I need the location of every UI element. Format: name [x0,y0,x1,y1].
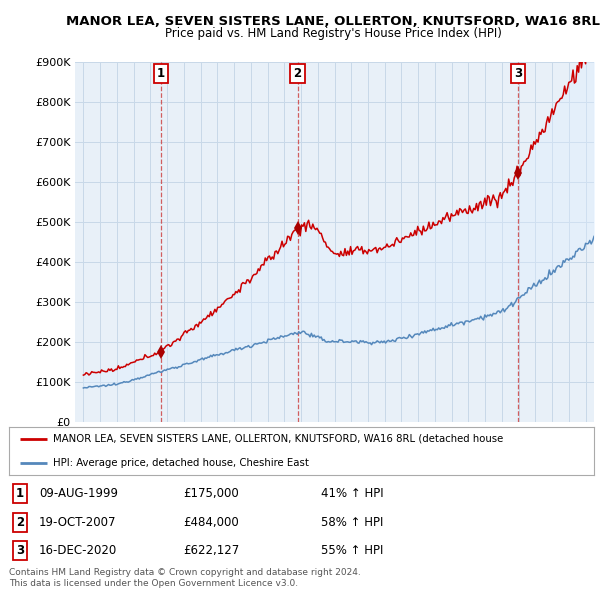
Text: MANOR LEA, SEVEN SISTERS LANE, OLLERTON, KNUTSFORD, WA16 8RL (detached house: MANOR LEA, SEVEN SISTERS LANE, OLLERTON,… [53,434,503,444]
Text: £175,000: £175,000 [183,487,239,500]
Text: 09-AUG-1999: 09-AUG-1999 [39,487,118,500]
Text: 58% ↑ HPI: 58% ↑ HPI [321,516,383,529]
Text: 1: 1 [157,67,165,80]
Text: Contains HM Land Registry data © Crown copyright and database right 2024.
This d: Contains HM Land Registry data © Crown c… [9,568,361,588]
Text: 55% ↑ HPI: 55% ↑ HPI [321,544,383,557]
Text: 2: 2 [293,67,302,80]
Text: 16-DEC-2020: 16-DEC-2020 [39,544,117,557]
Text: 3: 3 [514,67,522,80]
Text: 19-OCT-2007: 19-OCT-2007 [39,516,116,529]
Text: £622,127: £622,127 [183,544,239,557]
Text: HPI: Average price, detached house, Cheshire East: HPI: Average price, detached house, Ches… [53,458,309,468]
Text: Price paid vs. HM Land Registry's House Price Index (HPI): Price paid vs. HM Land Registry's House … [164,27,502,40]
Text: MANOR LEA, SEVEN SISTERS LANE, OLLERTON, KNUTSFORD, WA16 8RL: MANOR LEA, SEVEN SISTERS LANE, OLLERTON,… [66,15,600,28]
Text: 2: 2 [16,516,24,529]
Text: £484,000: £484,000 [183,516,239,529]
Text: 41% ↑ HPI: 41% ↑ HPI [321,487,383,500]
Text: 3: 3 [16,544,24,557]
Text: 1: 1 [16,487,24,500]
